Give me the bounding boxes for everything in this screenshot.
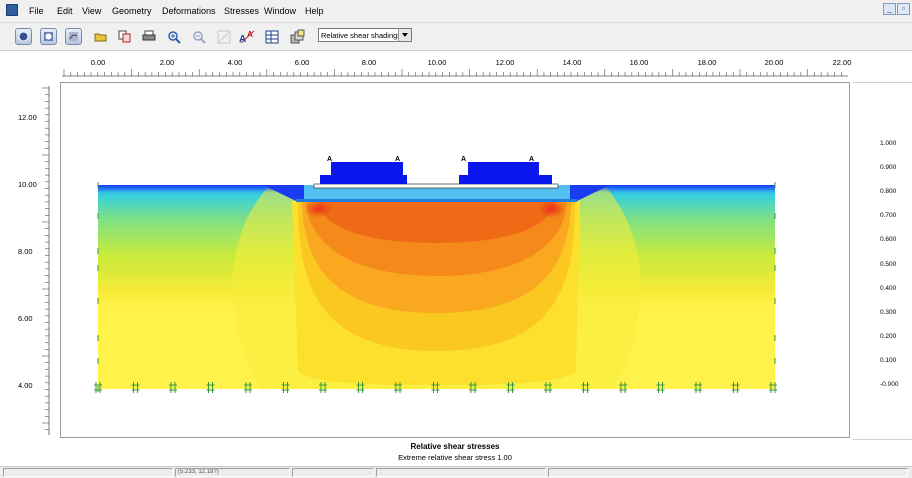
status-cell <box>3 468 173 477</box>
menu-edit[interactable]: Edit <box>57 6 73 16</box>
x-tick-label: 16.00 <box>629 58 649 67</box>
copy-icon[interactable] <box>116 28 133 45</box>
embankment-fill <box>304 185 570 201</box>
x-ruler-ticks <box>63 69 842 76</box>
menu-file[interactable]: File <box>29 6 44 16</box>
open-icon[interactable] <box>92 28 109 45</box>
menu-deformations[interactable]: Deformations <box>162 6 216 16</box>
boundary-fixities <box>94 182 777 393</box>
x-tick-label: 14.00 <box>562 58 582 67</box>
menu-geometry[interactable]: Geometry <box>112 6 152 16</box>
legend-level: 0.700 <box>880 212 897 219</box>
result-type-value: Relative shear shadings <box>321 31 399 40</box>
x-tick-label: 6.00 <box>294 58 310 67</box>
zoom-out-icon[interactable] <box>190 28 207 45</box>
embankment-slope-left <box>263 185 304 201</box>
x-tick-label: 8.00 <box>361 58 377 67</box>
y-tick-label: 12.00 <box>18 113 37 122</box>
footing-right <box>459 162 552 184</box>
status-cell <box>292 468 374 477</box>
y-tick-label: 6.00 <box>18 314 33 323</box>
menu-view[interactable]: View <box>82 6 102 16</box>
y-tick-label: 4.00 <box>18 381 33 390</box>
menu-bar: File Edit View Geometry Deformations Str… <box>0 0 912 23</box>
plot-caption-subtitle: Extreme relative shear stress 1.00 <box>398 453 512 462</box>
embankment-slope-right <box>570 185 610 201</box>
x-tick-label: 2.00 <box>159 58 175 67</box>
y-ruler-ticks <box>42 87 49 431</box>
load-marker: A <box>529 156 534 163</box>
status-bar: (5.233, 12.18?) <box>0 466 912 478</box>
print-icon[interactable] <box>140 28 157 45</box>
x-tick-label: 0.00 <box>90 58 106 67</box>
menu-stresses[interactable]: Stresses <box>224 6 260 16</box>
legend-level: 0.900 <box>880 164 897 171</box>
status-cell <box>376 468 546 477</box>
legend-level: 0.100 <box>880 357 897 364</box>
plot-frame <box>60 82 850 438</box>
legend-level: 0.500 <box>880 261 897 268</box>
cross-section-icon[interactable] <box>215 28 232 45</box>
embankment-base <box>296 199 577 202</box>
y-tick-label: 10.00 <box>18 180 37 189</box>
plot-caption-title: Relative shear stresses <box>410 442 500 451</box>
minimize-icon[interactable]: _ <box>883 3 896 15</box>
annotation-icon[interactable]: AA <box>238 28 255 45</box>
legend-level: 0.400 <box>880 285 897 292</box>
output-icon[interactable] <box>40 28 57 45</box>
footing-left <box>320 162 407 184</box>
legend-level: 1.000 <box>880 140 897 147</box>
table-icon[interactable] <box>263 28 280 45</box>
soil-domain <box>98 185 775 389</box>
curves-icon[interactable] <box>65 28 82 45</box>
load-marker: A <box>327 156 332 163</box>
x-tick-label: 18.00 <box>697 58 717 67</box>
app-icon[interactable] <box>6 4 18 16</box>
x-tick-label: 20.00 <box>764 58 784 67</box>
scan-layers-icon[interactable] <box>289 28 306 45</box>
legend-panel <box>853 82 912 440</box>
load-marker: A <box>395 156 400 163</box>
result-type-select[interactable]: Relative shear shadings <box>318 28 412 42</box>
status-coordinates: (5.233, 12.18?) <box>175 468 290 477</box>
restore-icon[interactable]: ▫ <box>897 3 910 15</box>
legend-level: -0.000 <box>880 381 899 388</box>
svg-text:A: A <box>239 34 246 44</box>
y-tick-label: 8.00 <box>18 247 33 256</box>
status-cell <box>548 468 908 477</box>
legend-level: 0.800 <box>880 188 897 195</box>
legend-level: 0.300 <box>880 309 897 316</box>
legend-level: 0.600 <box>880 236 897 243</box>
zoom-in-icon[interactable] <box>165 28 182 45</box>
x-tick-label: 22.00 <box>832 58 852 67</box>
toolbar: AA <box>0 23 912 51</box>
legend-level: 0.200 <box>880 333 897 340</box>
x-tick-label: 4.00 <box>227 58 243 67</box>
load-marker: A <box>461 156 466 163</box>
x-tick-label: 12.00 <box>495 58 515 67</box>
menu-help[interactable]: Help <box>305 6 324 16</box>
slab <box>313 183 559 189</box>
output-canvas[interactable]: 0.00 2.00 4.00 6.00 8.00 10.00 12.00 14.… <box>0 51 912 466</box>
shear-stress-plot: A A A A <box>42 69 878 435</box>
x-tick-label: 10.00 <box>427 58 447 67</box>
calculation-icon[interactable] <box>15 28 32 45</box>
menu-window[interactable]: Window <box>264 6 297 16</box>
dropdown-arrow-icon[interactable] <box>398 29 411 41</box>
